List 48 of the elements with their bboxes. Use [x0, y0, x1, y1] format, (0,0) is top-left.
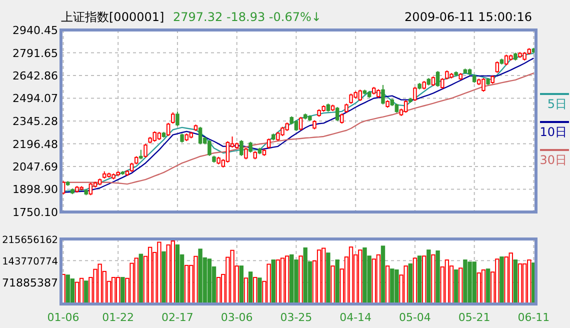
- bar: [258, 278, 262, 304]
- bar: [162, 251, 166, 304]
- y-tick-label: 2494.07: [12, 92, 58, 106]
- bar: [417, 256, 422, 304]
- x-tick-label: 03-25: [280, 311, 312, 324]
- x-tick-label: 06-11: [518, 311, 550, 324]
- x-tick-label: 05-04: [398, 311, 431, 324]
- legend-label: 30日: [540, 153, 567, 167]
- bar: [380, 246, 386, 304]
- y-tick-label: 71885387: [2, 276, 58, 290]
- bar: [426, 250, 431, 304]
- y-tick-label: 2345.28: [12, 115, 58, 128]
- y-tick-label: 2196.48: [12, 138, 58, 151]
- bar: [138, 254, 144, 304]
- x-tick-label: 01-06: [47, 311, 80, 324]
- bar: [175, 244, 180, 304]
- y-tick-label: 2642.86: [12, 70, 58, 82]
- y-tick-label: 2047.69: [12, 160, 58, 174]
- text: 2009-06-11 15:00:16: [404, 10, 532, 24]
- bar: [486, 268, 490, 304]
- bar: [500, 256, 504, 304]
- y-tick-label: 1898.90: [12, 183, 58, 196]
- bar: [248, 272, 253, 304]
- bar: [513, 259, 518, 304]
- y-tick-label: 2940.45: [12, 24, 58, 37]
- x-tick-label: 04-14: [340, 311, 372, 324]
- chart-subtitle: 2797.32 -18.93 -0.67%↓: [173, 10, 322, 24]
- bar: [207, 258, 212, 304]
- bar: [335, 259, 340, 304]
- legend-label: 5日: [547, 97, 567, 111]
- x-tick-label: 01-22: [102, 311, 134, 324]
- x-tick-label: 03-06: [220, 311, 253, 324]
- bar: [239, 266, 244, 304]
- y-tick-label: 2791.65: [12, 46, 58, 60]
- y-tick-label: 143770774: [2, 256, 58, 268]
- line-series: [62, 72, 534, 185]
- y-tick-label: 215656162: [2, 235, 58, 246]
- y-tick-label: 1750.10: [12, 206, 58, 219]
- bar: [454, 269, 458, 304]
- legend-label: 10日: [540, 125, 567, 139]
- bar: [326, 252, 330, 304]
- x-tick-label: 02-17: [161, 311, 194, 324]
- x-tick-label: 05-21: [458, 311, 490, 324]
- bar: [436, 250, 440, 304]
- bar: [120, 276, 125, 304]
- bar: [408, 263, 412, 304]
- chart-title: 上证指数[000001]: [61, 10, 164, 24]
- bar: [271, 259, 276, 304]
